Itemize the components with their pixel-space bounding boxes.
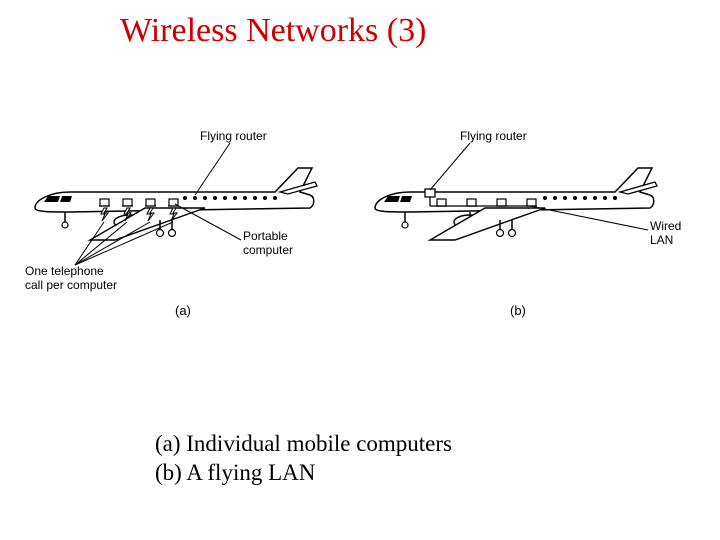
diagram-area: Flying router Portablecomputer One telepho… <box>25 130 695 330</box>
network-diagram: Flying router Portablecomputer One telepho… <box>25 130 695 330</box>
caption-block: (a) Individual mobile computers (b) A fl… <box>155 430 452 488</box>
router-icon <box>425 189 435 197</box>
laptop-icon <box>146 199 155 206</box>
telephone-callout-l2: call per computer <box>25 278 117 292</box>
wired-lan-label-l1: Wired <box>650 219 681 233</box>
laptop-icon <box>437 199 446 206</box>
caption-b: (b) A flying LAN <box>155 459 452 488</box>
laptop-icon <box>123 199 132 206</box>
wired-lan-label-l2: LAN <box>650 233 673 247</box>
laptop-icon <box>497 199 506 206</box>
portable-computer-label-l1: Portable <box>243 229 288 243</box>
panel-b-sublabel: (b) <box>510 303 526 318</box>
portable-computer-label-l2: computer <box>243 243 293 257</box>
flying-router-label: Flying router <box>200 130 267 143</box>
flying-router-label-b: Flying router <box>460 130 527 143</box>
laptop-icon <box>467 199 476 206</box>
telephone-callout-l1: One telephone <box>25 264 104 278</box>
page-title: Wireless Networks (3) <box>120 12 426 50</box>
caption-a: (a) Individual mobile computers <box>155 430 452 459</box>
laptop-icon <box>100 199 109 206</box>
panel-a-sublabel: (a) <box>175 303 191 318</box>
airplane-icon <box>375 168 657 240</box>
laptop-icon <box>527 199 536 206</box>
